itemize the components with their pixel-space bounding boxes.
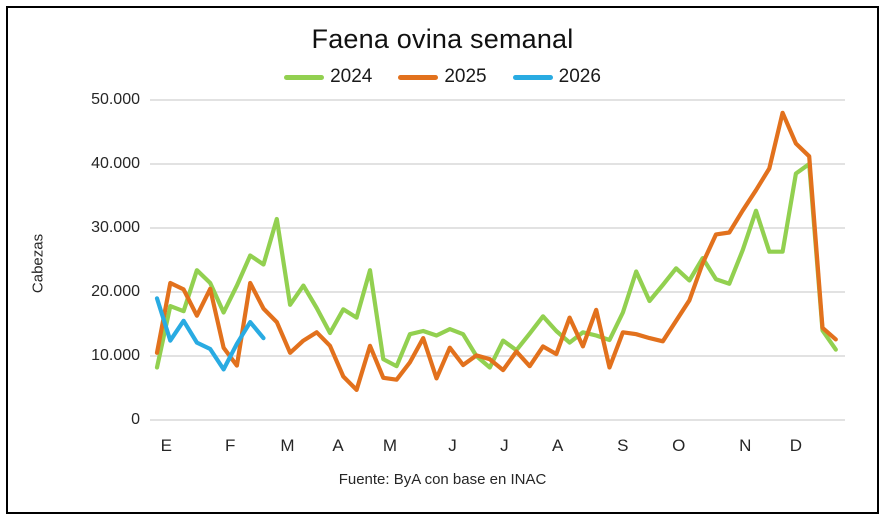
x-axis-month-label: E xyxy=(160,436,172,455)
x-axis-month-label: A xyxy=(332,436,344,455)
chart-title: Faena ovina semanal xyxy=(311,24,574,54)
legend-label: 2025 xyxy=(444,66,487,87)
series-line-2026 xyxy=(154,296,266,372)
legend-line-swatch xyxy=(398,74,439,80)
legend-entry-2025: 2025 xyxy=(398,66,487,88)
y-tick-label: 50.000 xyxy=(91,91,140,108)
legend-entry-2024: 2024 xyxy=(284,66,372,88)
x-axis-month-label: A xyxy=(551,436,564,455)
legend-label: 2026 xyxy=(558,66,601,87)
x-axis-month-label: M xyxy=(382,436,397,455)
legend-label: 2024 xyxy=(330,66,373,87)
x-axis-month-label: F xyxy=(225,436,236,455)
y-tick-label: 0 xyxy=(131,411,140,428)
y-tick-label: 40.000 xyxy=(91,155,140,172)
legend-line-swatch xyxy=(284,74,325,80)
y-tick-label: 30.000 xyxy=(91,219,140,236)
x-axis-month-label: D xyxy=(789,436,803,455)
x-axis-month-label: S xyxy=(617,436,629,455)
legend-line-swatch xyxy=(512,74,553,80)
x-axis-month-label: J xyxy=(448,436,457,455)
y-tick-label: 10.000 xyxy=(91,347,140,364)
x-axis-month-label: M xyxy=(280,436,295,455)
x-axis-month-label: O xyxy=(672,436,686,455)
series-line-2024 xyxy=(154,161,838,370)
x-axis-month-label: N xyxy=(739,436,752,455)
y-tick-label: 20.000 xyxy=(91,283,140,300)
source-note: Fuente: ByA con base en INAC xyxy=(338,471,547,488)
series-line-2025 xyxy=(154,110,838,392)
chart-legend: 2024 2025 2026 xyxy=(0,66,885,88)
legend-entry-2026: 2026 xyxy=(512,66,601,88)
x-axis-month-label: J xyxy=(500,436,509,455)
